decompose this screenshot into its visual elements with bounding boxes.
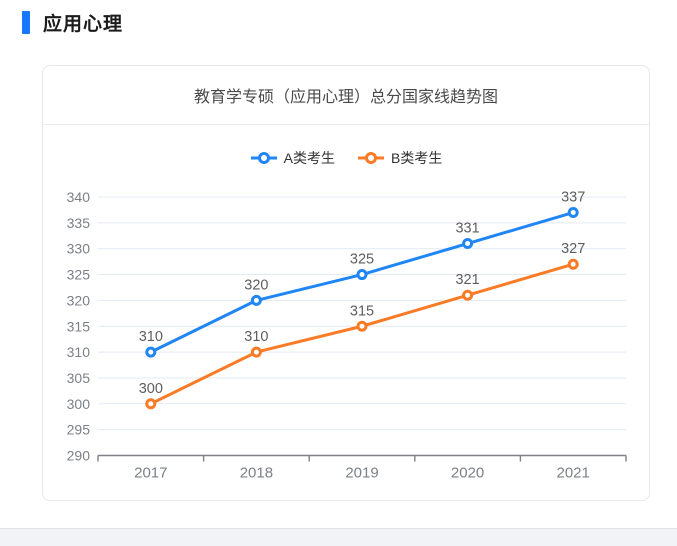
data-point-label: 320 <box>244 277 268 293</box>
y-axis-tick-label: 315 <box>67 318 91 334</box>
legend-marker-icon <box>250 152 277 164</box>
page-title: 应用心理 <box>43 14 124 35</box>
y-axis-tick-label: 295 <box>67 422 91 438</box>
data-point-label: 321 <box>455 272 479 288</box>
data-point-label: 315 <box>350 303 374 319</box>
chart-legend: A类考生 B类考生 <box>43 148 649 168</box>
accent-bar-icon <box>22 11 30 34</box>
data-point[interactable] <box>462 238 474 250</box>
chart-plot: 290 295 300 305 310 315 320 325 330 335 340 2017 201… <box>67 189 627 482</box>
chart-card: 教育学专硕（应用心理）总分国家线趋势图 A类考生 B类考生 290 295 300 30… <box>42 65 650 501</box>
data-point-label: 300 <box>139 381 163 397</box>
y-axis-tick-label: 330 <box>67 241 91 257</box>
y-axis-tick-label: 335 <box>67 215 91 231</box>
data-point[interactable] <box>250 294 262 306</box>
legend-label: A类考生 <box>283 150 335 166</box>
y-axis-tick-label: 320 <box>67 292 91 308</box>
data-point[interactable] <box>356 269 368 281</box>
legend-marker-icon <box>358 152 384 164</box>
y-axis-tick-label: 300 <box>67 396 91 412</box>
data-point[interactable] <box>567 207 579 219</box>
y-axis-tick-label: 325 <box>67 267 91 283</box>
data-point-label: 327 <box>561 241 585 257</box>
x-axis-tick-label: 2020 <box>451 465 484 482</box>
data-point[interactable] <box>462 289 474 301</box>
trend-chart: A类考生 B类考生 290 295 300 305 310 315 320 325 330 335 3… <box>43 125 649 499</box>
x-axis-tick-label: 2021 <box>557 465 590 482</box>
data-point-label: 331 <box>455 221 479 237</box>
x-axis-tick-label: 2018 <box>240 465 273 482</box>
x-axis-tick-label: 2019 <box>345 465 378 482</box>
next-section-strip <box>0 528 677 546</box>
data-point[interactable] <box>145 398 157 410</box>
data-point-label: 310 <box>139 329 163 345</box>
chart-card-header: 教育学专硕（应用心理）总分国家线趋势图 <box>43 66 649 125</box>
data-point[interactable] <box>145 346 157 358</box>
y-axis-tick-label: 310 <box>67 344 91 360</box>
data-point[interactable] <box>356 320 368 332</box>
legend-item[interactable]: B类考生 <box>357 148 442 168</box>
legend-item[interactable]: A类考生 <box>250 148 335 168</box>
data-point-label: 337 <box>561 190 585 206</box>
chart-title: 教育学专硕（应用心理）总分国家线趋势图 <box>193 89 498 106</box>
data-point[interactable] <box>567 258 579 270</box>
x-axis-tick-label: 2017 <box>134 465 167 482</box>
data-point-label: 310 <box>244 329 268 345</box>
y-axis-tick-label: 305 <box>67 370 91 386</box>
series-line <box>149 262 575 406</box>
data-point-label: 325 <box>350 252 374 268</box>
y-axis-tick-label: 290 <box>67 448 91 464</box>
legend-label: B类考生 <box>391 150 443 166</box>
y-axis-tick-label: 340 <box>67 189 91 205</box>
section-header: 应用心理 <box>22 9 123 36</box>
data-point[interactable] <box>250 346 262 358</box>
